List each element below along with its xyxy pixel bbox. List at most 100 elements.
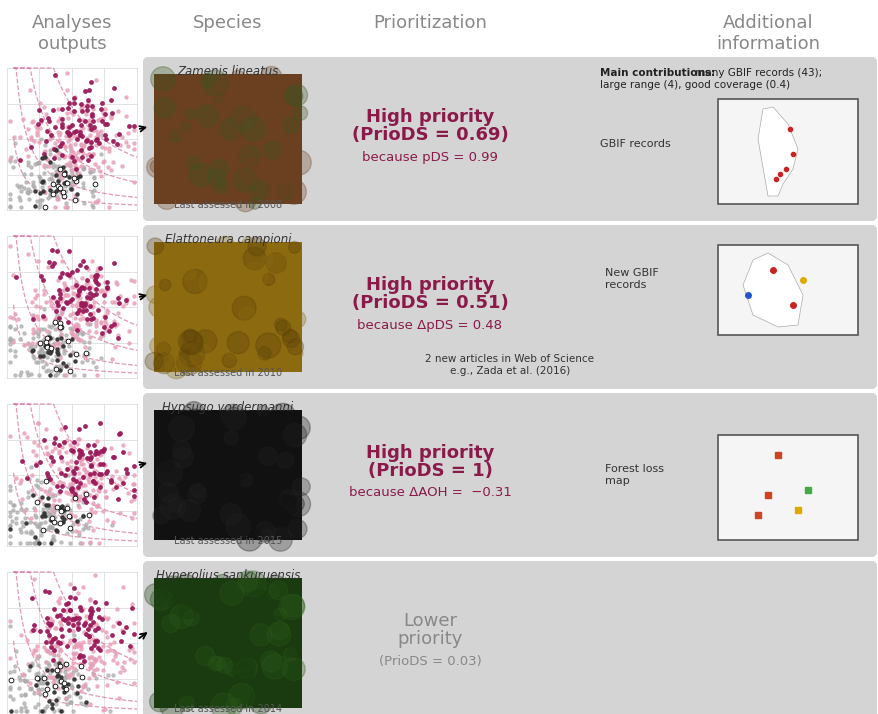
Point: [58, 673, 72, 684]
Point: [81, 94, 95, 106]
Point: [17, 328, 31, 339]
Point: [245, 166, 259, 177]
Point: [56, 165, 70, 176]
Point: [76, 463, 90, 475]
Point: [37, 525, 51, 536]
Point: [73, 129, 87, 141]
Point: [48, 201, 62, 213]
Point: [47, 535, 61, 546]
Point: [26, 309, 40, 321]
Point: [34, 511, 48, 522]
Point: [262, 273, 276, 285]
Point: [32, 538, 47, 549]
Point: [88, 506, 102, 518]
Point: [77, 479, 91, 491]
Point: [45, 187, 59, 198]
Point: [25, 180, 40, 191]
Point: [218, 660, 232, 671]
Point: [88, 472, 102, 483]
Point: [3, 683, 17, 695]
Point: [36, 361, 50, 373]
Point: [54, 630, 68, 642]
Point: [112, 618, 126, 629]
Point: [234, 690, 248, 702]
Point: [33, 351, 47, 362]
Point: [67, 648, 81, 660]
Point: [54, 121, 68, 133]
Point: [96, 704, 110, 714]
Point: [3, 115, 17, 126]
Point: [90, 618, 104, 630]
Point: [51, 166, 65, 177]
Point: [100, 631, 114, 643]
Point: [82, 149, 96, 160]
Point: [84, 460, 98, 471]
Point: [238, 174, 252, 186]
Point: [55, 256, 69, 267]
Point: [33, 483, 47, 495]
Point: [127, 291, 141, 302]
Point: [65, 613, 79, 625]
Point: [36, 641, 50, 653]
Point: [84, 76, 98, 88]
Point: [54, 423, 68, 435]
Point: [96, 107, 110, 119]
Point: [46, 499, 60, 511]
Point: [79, 491, 93, 502]
Point: [76, 680, 90, 691]
Point: [127, 645, 141, 657]
Point: [64, 181, 78, 193]
Point: [42, 507, 56, 518]
Point: [45, 131, 59, 143]
Point: [42, 329, 56, 341]
Point: [160, 193, 174, 205]
Point: [58, 167, 72, 178]
Point: [46, 456, 60, 467]
Point: [50, 146, 64, 157]
Point: [83, 630, 97, 642]
Point: [76, 510, 90, 521]
Point: [45, 698, 59, 710]
Point: [58, 667, 72, 678]
Point: [56, 657, 70, 668]
Point: [30, 640, 44, 652]
Point: [82, 116, 96, 128]
Point: [81, 97, 95, 109]
Point: [67, 106, 81, 117]
Point: [274, 579, 288, 590]
Point: [28, 158, 42, 169]
Point: [108, 320, 122, 331]
Point: [5, 161, 19, 172]
Point: [52, 476, 66, 488]
Point: [28, 326, 42, 338]
Point: [106, 483, 120, 495]
Point: [83, 84, 97, 96]
Point: [80, 442, 94, 453]
Point: [53, 293, 67, 304]
Point: [96, 506, 110, 517]
Point: [82, 318, 96, 330]
Point: [63, 159, 77, 170]
Point: [285, 600, 299, 611]
Point: [41, 113, 55, 124]
Point: [71, 452, 85, 463]
Point: [125, 598, 139, 610]
Point: [18, 688, 32, 700]
Point: [47, 517, 61, 528]
Point: [116, 582, 130, 593]
Point: [184, 331, 198, 343]
Point: [3, 507, 17, 518]
Point: [71, 492, 85, 503]
Point: [21, 150, 35, 161]
Point: [98, 703, 112, 714]
Point: [85, 301, 99, 313]
Point: [82, 470, 96, 481]
Point: [63, 634, 77, 645]
Point: [127, 491, 141, 502]
Point: [3, 511, 17, 522]
Point: [263, 417, 277, 428]
Point: [76, 510, 90, 521]
Point: [38, 101, 52, 112]
Point: [54, 308, 68, 320]
Point: [90, 436, 104, 447]
